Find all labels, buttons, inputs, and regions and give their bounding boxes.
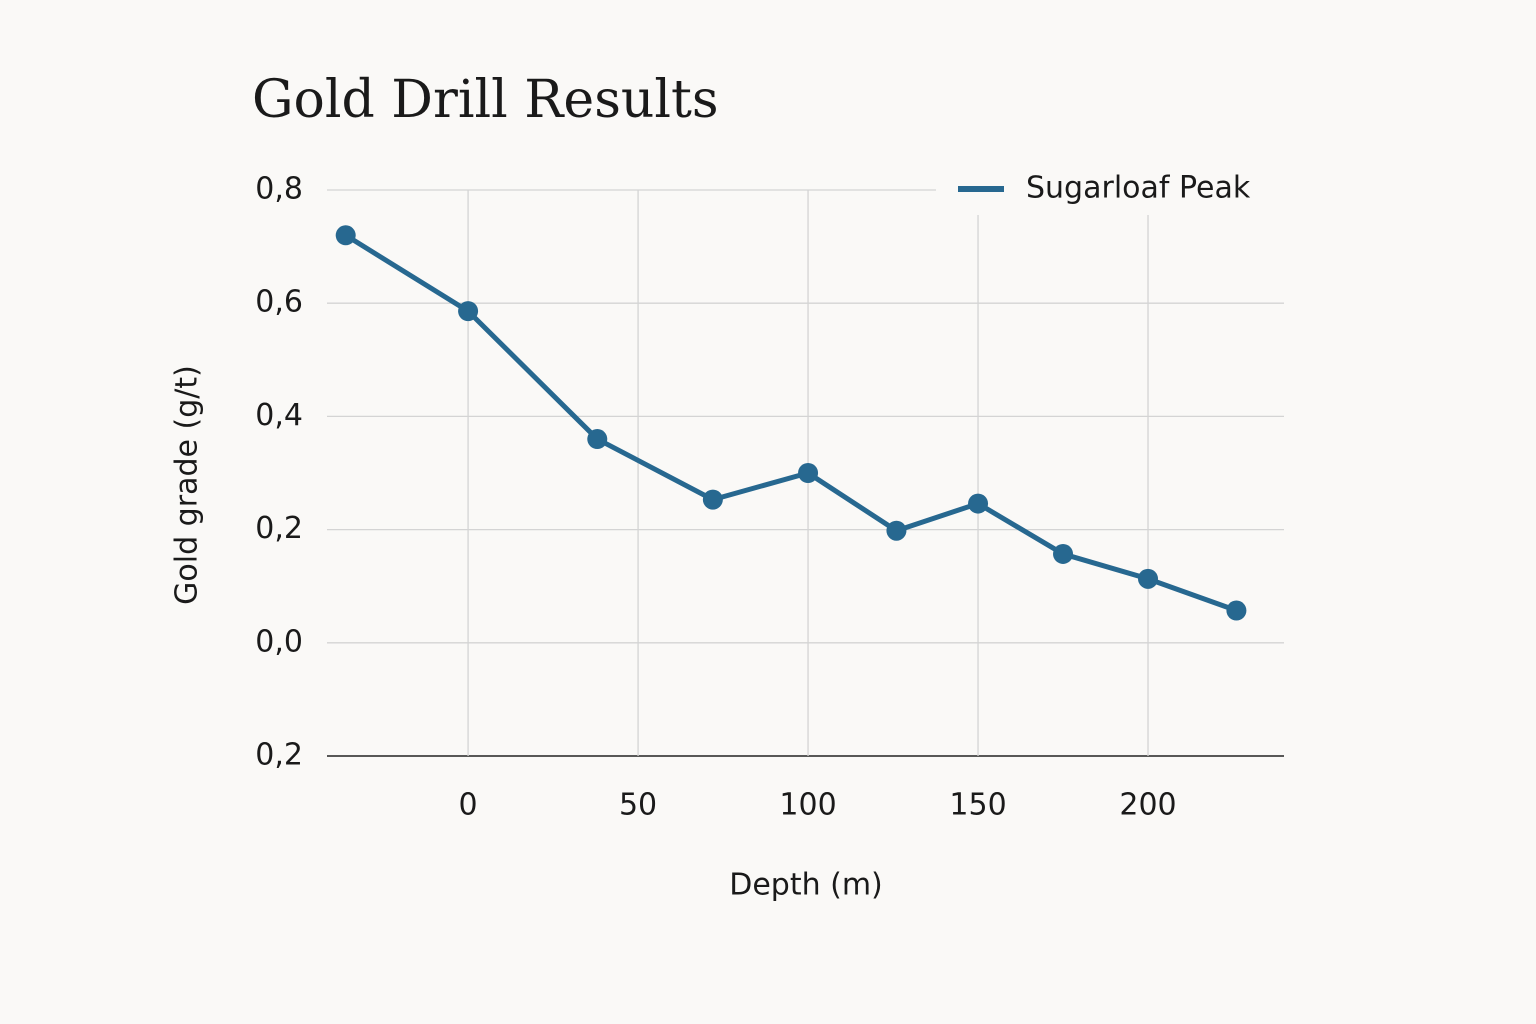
data-point (587, 429, 608, 450)
data-point (886, 520, 907, 541)
x-axis-label: Depth (m) (729, 868, 883, 903)
y-tick-label: 0,8 (255, 172, 303, 207)
data-point (1053, 543, 1074, 564)
y-tick-label: 0,4 (255, 398, 303, 433)
y-tick-label: 0,2 (255, 738, 303, 773)
data-line (344, 233, 1238, 613)
legend-label: Sugarloaf Peak (1026, 171, 1251, 206)
data-point (798, 463, 819, 483)
data-point (335, 225, 356, 246)
data-point (968, 493, 989, 514)
y-tick-label: 0,6 (255, 285, 303, 320)
y-tick-label: 0,2 (255, 511, 303, 546)
x-tick-label: 50 (619, 788, 657, 823)
x-tick-label: 150 (949, 788, 1006, 823)
data-point (1226, 600, 1247, 621)
y-axis-label: Gold grade (g/t) (170, 365, 205, 605)
data-point (1138, 568, 1159, 589)
data-point (702, 489, 723, 510)
data-point (458, 301, 479, 322)
x-tick-label: 100 (779, 788, 836, 823)
x-tick-label: 200 (1119, 788, 1176, 823)
chart-title: Gold Drill Results (252, 70, 719, 130)
x-tick-label: 0 (459, 788, 478, 823)
y-tick-label: 0,0 (255, 624, 303, 659)
